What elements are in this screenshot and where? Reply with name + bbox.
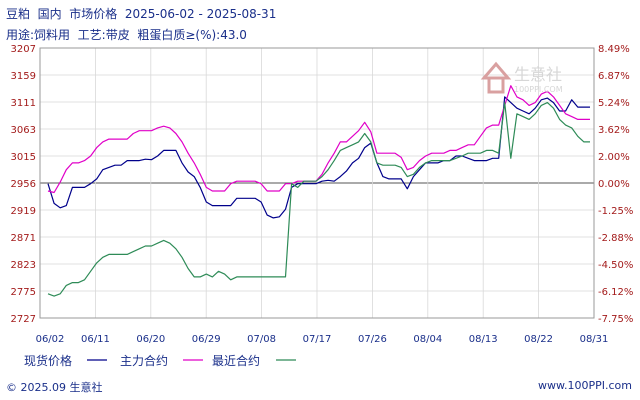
y-right-tick: -6.12% bbox=[598, 287, 633, 298]
y-right-tick: -2.88% bbox=[598, 233, 633, 244]
y-left-tick: 3159 bbox=[11, 71, 36, 82]
chart-axes: 3207 8.49% 3159 6.87% 3111 5.24% 3063 3.62% 3015… bbox=[11, 44, 634, 345]
x-tick: 06/20 bbox=[136, 334, 165, 345]
x-tick: 07/08 bbox=[247, 334, 276, 345]
y-left-tick: 3063 bbox=[11, 125, 36, 136]
y-right-tick: 0.00% bbox=[598, 179, 630, 190]
series-line-2 bbox=[47, 101, 590, 297]
x-tick: 07/17 bbox=[303, 334, 332, 345]
chart-legend: 现货价格 主力合约 最近合约 bbox=[0, 352, 640, 368]
x-tick: 06/29 bbox=[192, 334, 221, 345]
y-right-tick: 5.24% bbox=[598, 98, 630, 109]
y-left-tick: 2775 bbox=[11, 287, 36, 298]
y-left-tick: 2871 bbox=[11, 233, 36, 244]
x-tick: 08/04 bbox=[413, 334, 442, 345]
y-right-tick: -4.50% bbox=[598, 260, 633, 271]
y-right-tick: 6.87% bbox=[598, 71, 630, 82]
legend-label-near: 最近合约 bbox=[212, 354, 261, 368]
footer: © 2025.09 生意社 www.100PPI.com bbox=[0, 379, 640, 397]
y-left-tick: 2823 bbox=[11, 260, 36, 271]
legend-label-main: 主力合约 bbox=[120, 354, 169, 368]
y-left-tick: 2727 bbox=[11, 314, 36, 325]
chart-title: 豆粕 国内 市场价格 2025-06-02 - 2025-08-31 bbox=[6, 7, 277, 21]
watermark-cn: 生意社 bbox=[514, 65, 562, 84]
x-tick: 08/31 bbox=[580, 334, 609, 345]
y-right-tick: 8.49% bbox=[598, 44, 630, 55]
chart-subtitle: 用途:饲料用 工艺:带皮 粗蛋白质≥(%):43.0 bbox=[6, 28, 247, 42]
watermark-logo-icon: 生意社 100PPI.COM bbox=[480, 61, 563, 94]
footer-link[interactable]: www.100PPI.com bbox=[538, 379, 632, 392]
y-left-tick: 3207 bbox=[11, 44, 36, 55]
y-left-tick: 3015 bbox=[11, 152, 36, 163]
y-right-tick: 2.00% bbox=[598, 152, 630, 163]
series-line-0 bbox=[47, 96, 590, 219]
y-right-tick: 3.62% bbox=[598, 125, 630, 136]
x-tick: 07/26 bbox=[358, 334, 387, 345]
footer-copyright: © 2025.09 生意社 bbox=[6, 381, 103, 394]
chart-series bbox=[47, 85, 590, 297]
watermark-en: 100PPI.COM bbox=[514, 85, 563, 94]
y-right-tick: -7.75% bbox=[598, 314, 633, 325]
y-left-tick: 2919 bbox=[11, 206, 36, 217]
series-line-1 bbox=[47, 85, 590, 194]
x-tick: 06/02 bbox=[36, 334, 65, 345]
x-tick: 08/22 bbox=[524, 334, 553, 345]
legend-label-spot: 现货价格 bbox=[24, 354, 73, 368]
y-left-tick: 2956 bbox=[11, 179, 36, 190]
y-right-tick: -1.25% bbox=[598, 206, 633, 217]
x-tick: 06/11 bbox=[81, 334, 110, 345]
y-left-tick: 3111 bbox=[11, 98, 36, 109]
x-tick: 08/13 bbox=[469, 334, 498, 345]
plot-frame bbox=[39, 47, 595, 319]
